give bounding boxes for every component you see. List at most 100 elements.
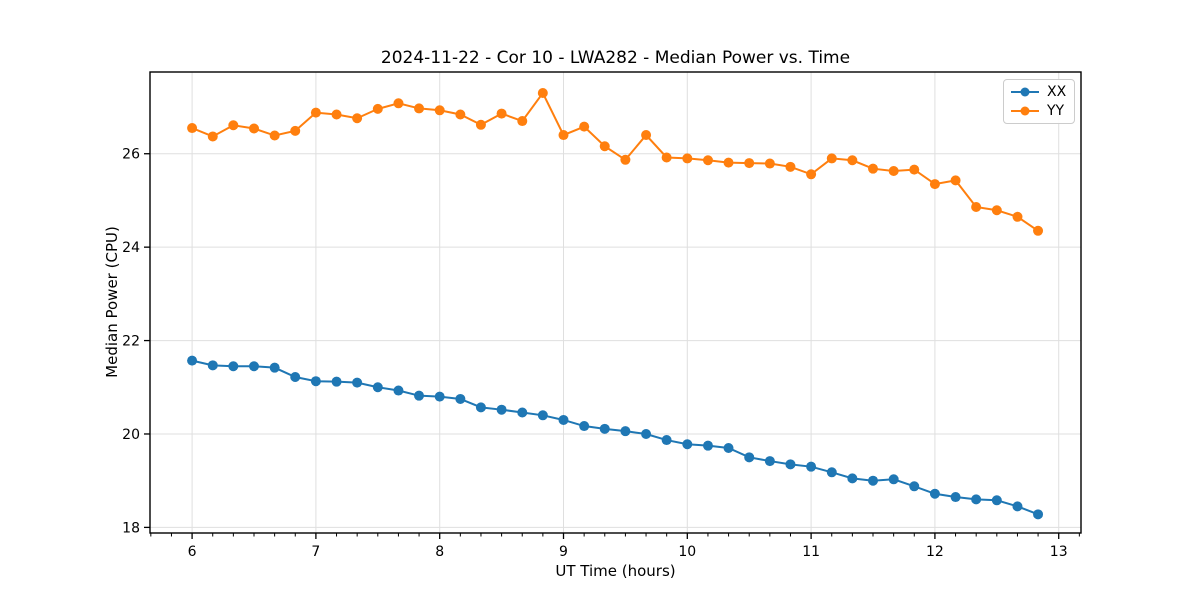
- data-point-xx: [248, 361, 259, 372]
- data-point-yy: [434, 105, 445, 116]
- x-tick-label: 11: [802, 544, 820, 560]
- data-point-yy: [352, 113, 363, 124]
- legend-line-marker-icon: [1011, 87, 1039, 97]
- data-point-xx: [991, 495, 1002, 506]
- x-tick-label: 10: [678, 544, 696, 560]
- plot-frame: [149, 71, 1082, 534]
- data-point-yy: [641, 130, 652, 141]
- x-axis-label: UT Time (hours): [555, 562, 676, 580]
- data-point-yy: [950, 175, 961, 186]
- data-point-xx: [785, 459, 796, 470]
- legend-marker-yy: [1020, 106, 1030, 116]
- data-point-yy: [310, 107, 321, 118]
- data-point-yy: [806, 169, 817, 180]
- data-point-yy: [228, 120, 239, 131]
- x-tick-label: 12: [926, 544, 944, 560]
- data-point-yy: [888, 166, 899, 177]
- data-point-xx: [372, 382, 383, 393]
- data-point-yy: [661, 152, 672, 163]
- legend-label-yy: YY: [1047, 102, 1065, 119]
- data-point-xx: [290, 371, 301, 382]
- data-point-xx: [888, 474, 899, 485]
- data-point-yy: [207, 131, 218, 142]
- data-point-yy: [826, 153, 837, 164]
- data-point-xx: [352, 377, 363, 388]
- data-point-xx: [475, 402, 486, 413]
- data-point-yy: [764, 158, 775, 169]
- data-point-xx: [393, 385, 404, 396]
- data-point-yy: [558, 130, 569, 141]
- data-point-xx: [537, 410, 548, 421]
- data-point-xx: [929, 488, 940, 499]
- data-point-yy: [785, 161, 796, 172]
- data-point-xx: [310, 376, 321, 387]
- data-point-xx: [207, 360, 218, 371]
- data-point-yy: [331, 109, 342, 120]
- data-point-yy: [517, 116, 528, 127]
- data-point-yy: [187, 123, 198, 134]
- data-point-yy: [971, 201, 982, 212]
- x-tick-label: 8: [435, 544, 444, 560]
- data-point-xx: [847, 473, 858, 484]
- x-tick-label: 7: [311, 544, 320, 560]
- data-point-yy: [1012, 211, 1023, 222]
- data-point-xx: [1012, 501, 1023, 512]
- data-point-yy: [269, 130, 280, 141]
- data-point-xx: [496, 404, 507, 415]
- data-point-xx: [434, 391, 445, 402]
- data-point-xx: [826, 467, 837, 478]
- data-point-xx: [331, 376, 342, 387]
- data-point-xx: [909, 481, 920, 492]
- data-point-yy: [455, 109, 466, 120]
- data-point-xx: [723, 442, 734, 453]
- data-point-xx: [806, 461, 817, 472]
- data-point-xx: [620, 426, 631, 437]
- data-point-yy: [579, 121, 590, 132]
- data-point-xx: [455, 393, 466, 404]
- legend-item-xx: XX: [1010, 85, 1070, 99]
- chart-title: 2024-11-22 - Cor 10 - LWA282 - Median Po…: [380, 48, 851, 68]
- data-point-yy: [372, 103, 383, 114]
- data-point-yy: [414, 103, 425, 114]
- data-point-yy: [537, 88, 548, 99]
- legend-item-yy: YY: [1010, 104, 1070, 118]
- data-point-yy: [1033, 225, 1044, 236]
- y-tick-label: 20: [122, 427, 140, 443]
- legend-line-marker-icon: [1011, 106, 1039, 116]
- data-point-xx: [641, 428, 652, 439]
- data-point-yy: [991, 205, 1002, 216]
- data-point-yy: [599, 141, 610, 152]
- data-point-xx: [579, 421, 590, 432]
- y-tick-label: 18: [122, 520, 140, 536]
- data-point-yy: [847, 155, 858, 166]
- data-point-yy: [868, 163, 879, 174]
- data-point-yy: [393, 98, 404, 109]
- data-point-xx: [682, 439, 693, 450]
- data-point-xx: [702, 440, 713, 451]
- data-point-xx: [661, 435, 672, 446]
- data-point-yy: [496, 108, 507, 119]
- x-tick-label: 6: [188, 544, 197, 560]
- data-point-xx: [558, 414, 569, 425]
- y-tick-label: 22: [122, 334, 140, 350]
- legend-label-xx: XX: [1047, 84, 1067, 101]
- data-point-xx: [414, 390, 425, 401]
- data-point-yy: [248, 123, 259, 134]
- legend-marker-xx: [1020, 87, 1030, 97]
- x-tick-label: 13: [1050, 544, 1068, 560]
- data-point-yy: [620, 154, 631, 165]
- data-point-yy: [929, 179, 940, 190]
- data-point-yy: [723, 157, 734, 168]
- data-point-yy: [744, 158, 755, 169]
- data-point-xx: [228, 361, 239, 372]
- data-point-yy: [909, 164, 920, 175]
- data-point-xx: [971, 494, 982, 505]
- data-point-yy: [682, 153, 693, 164]
- y-tick-label: 24: [122, 240, 140, 256]
- data-point-xx: [517, 407, 528, 418]
- data-point-xx: [187, 355, 198, 366]
- data-point-xx: [269, 362, 280, 373]
- x-tick-label: 9: [559, 544, 568, 560]
